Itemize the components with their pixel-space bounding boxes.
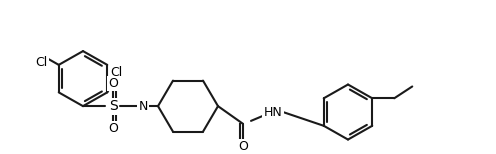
Text: Cl: Cl bbox=[35, 56, 47, 69]
Text: O: O bbox=[108, 122, 118, 135]
Text: HN: HN bbox=[264, 105, 282, 119]
Text: S: S bbox=[109, 99, 118, 113]
Text: N: N bbox=[138, 100, 148, 113]
Text: O: O bbox=[108, 77, 118, 90]
Text: O: O bbox=[238, 140, 248, 153]
Text: Cl: Cl bbox=[110, 66, 123, 79]
